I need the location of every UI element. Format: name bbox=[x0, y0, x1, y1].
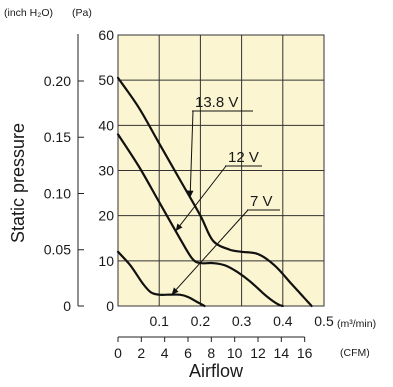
plot-frame bbox=[117, 34, 325, 307]
cfm-tick-label: 12 bbox=[250, 345, 266, 361]
cfm-tick-label: 8 bbox=[207, 345, 215, 361]
cfm-tick-label: 10 bbox=[227, 345, 243, 361]
y-axis-title: Static pressure bbox=[8, 123, 28, 243]
unit-inch-h2o: (inch H₂O) bbox=[4, 7, 53, 19]
curve-7-Vv bbox=[116, 250, 206, 308]
x-axis-title: Airflow bbox=[189, 361, 244, 381]
pa-tick-label: 0 bbox=[106, 298, 114, 314]
m3min-tick-label: 0.4 bbox=[273, 313, 293, 329]
inch-h2o-tick-label: 0.05 bbox=[44, 242, 71, 258]
inch-h2o-tick-label: 0.20 bbox=[44, 73, 71, 89]
curve-label: 13.8 V bbox=[195, 94, 238, 111]
curve-12-Vv bbox=[116, 133, 284, 308]
inch-h2o-tick-label: 0.15 bbox=[44, 129, 71, 145]
pa-tick-label: 20 bbox=[98, 208, 114, 224]
unit-pa: (Pa) bbox=[72, 7, 92, 19]
cfm-tick-label: 6 bbox=[184, 345, 192, 361]
curve-label: 12 V bbox=[228, 149, 259, 166]
curve-label-arrowhead bbox=[175, 223, 183, 231]
m3min-tick-label: 0.3 bbox=[232, 313, 252, 329]
m3min-tick-label: 0.2 bbox=[191, 313, 211, 329]
pa-tick-label: 40 bbox=[98, 117, 114, 133]
inch-h2o-tick-label: 0.10 bbox=[44, 185, 71, 201]
curve-label-leader bbox=[175, 165, 227, 232]
cfm-tick-label: 4 bbox=[161, 345, 169, 361]
curve-label-leader bbox=[189, 110, 194, 198]
cfm-tick-label: 14 bbox=[274, 345, 290, 361]
curve-13-8-Vv bbox=[116, 76, 313, 308]
cfm-tick-label: 0 bbox=[114, 345, 122, 361]
curve-label-arrowhead bbox=[171, 287, 179, 295]
inch-h2o-tick-label: 0 bbox=[63, 298, 71, 314]
m3min-tick-label: 0.5 bbox=[314, 313, 334, 329]
curve-label-leader bbox=[171, 209, 249, 296]
curve-label: 7 V bbox=[250, 193, 273, 210]
cfm-tick-label: 16 bbox=[297, 345, 313, 361]
pa-tick-label: 50 bbox=[98, 72, 114, 88]
curve-label-arrowhead bbox=[187, 190, 194, 198]
m3min-tick-label: 0.1 bbox=[149, 313, 169, 329]
cfm-tick-label: 2 bbox=[137, 345, 145, 361]
pa-tick-label: 10 bbox=[98, 253, 114, 269]
unit-cfm: (CFM) bbox=[340, 347, 370, 359]
pa-tick-label: 30 bbox=[98, 163, 114, 179]
pa-tick-label: 60 bbox=[98, 27, 114, 43]
unit-m3-per-min: (m³/min) bbox=[337, 318, 376, 330]
